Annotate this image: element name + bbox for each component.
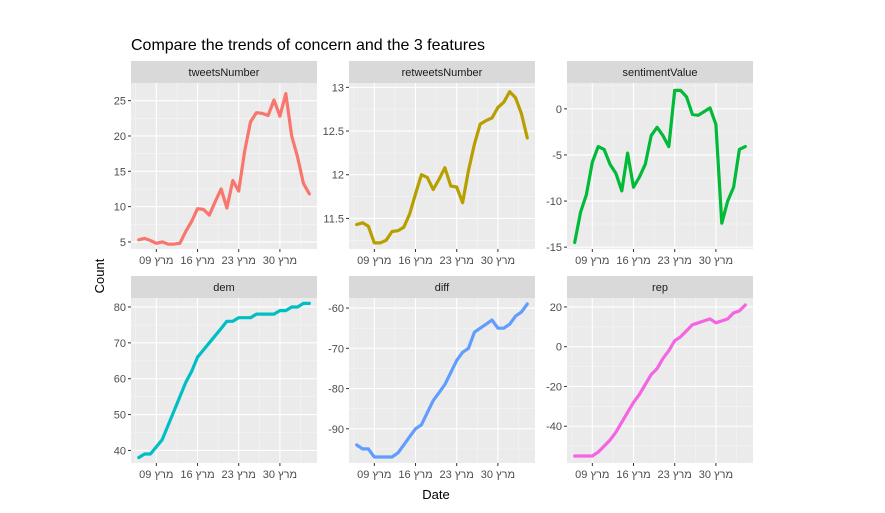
- x-tick-label: מרץ 09: [357, 255, 391, 267]
- x-tick-label: מרץ 23: [440, 469, 474, 481]
- y-tick-label: -15: [546, 242, 562, 254]
- x-tick-label: מרץ 30: [481, 469, 515, 481]
- facet-panel-rep: rep 20 0 -20 -40 מרץ 09 מרץ 16 מרץ 23 מרץ 30: [546, 276, 753, 481]
- y-tick-label: 11.5: [323, 213, 344, 225]
- facet-panel-sentimentValue: sentimentValue 0 -5 -10 -15 מרץ 09 מרץ 16 מרץ 2…: [546, 61, 753, 267]
- y-tick-label: 5: [120, 237, 126, 249]
- facet-strip-label: sentimentValue: [622, 67, 697, 79]
- x-tick-label: מרץ 30: [263, 469, 297, 481]
- series-line-retweetsNumber: [355, 90, 529, 245]
- facet-panel-tweetsNumber: tweetsNumber 5 10 15 20 25 מרץ 09 מרץ 16 מרץ 23 מ…: [114, 61, 317, 267]
- x-tick-label: מרץ 16: [398, 469, 432, 481]
- facet-strip: [131, 61, 317, 83]
- y-tick-label: 15: [114, 166, 126, 178]
- y-tick-label: -5: [552, 150, 562, 162]
- y-tick-label: 60: [114, 374, 126, 386]
- y-tick-label: 20: [114, 131, 126, 143]
- y-tick-label: -60: [328, 303, 344, 315]
- y-tick-label: 25: [114, 96, 126, 108]
- y-tick-label: 12: [332, 170, 344, 182]
- facet-strip: [567, 61, 753, 83]
- facet-strip: [349, 276, 535, 298]
- series-line-dem: [137, 301, 311, 460]
- facet-strip-label: tweetsNumber: [189, 67, 260, 79]
- facet-panel-diff: diff -60 -70 -80 -90 מרץ 09 מרץ 16 מרץ 23 מרץ 30: [328, 276, 535, 481]
- x-tick-label: מרץ 23: [658, 255, 692, 267]
- facet-strip-label: diff: [435, 282, 450, 294]
- facet-strip: [567, 276, 753, 298]
- x-tick-label: מרץ 16: [616, 469, 650, 481]
- y-tick-label: 13: [332, 82, 344, 94]
- y-tick-label: -90: [328, 424, 344, 436]
- y-tick-label: -80: [328, 384, 344, 396]
- plot-background: [131, 83, 317, 249]
- y-tick-label: -70: [328, 343, 344, 355]
- x-tick-label: מרץ 09: [139, 255, 173, 267]
- y-tick-label: 0: [556, 104, 562, 116]
- facet-panel-dem: dem 40 50 60 70 80 מרץ 09 מרץ 16 מרץ 23 מרץ 30: [114, 276, 317, 481]
- x-tick-label: מרץ 09: [575, 469, 609, 481]
- series-line-sentimentValue: [573, 88, 747, 245]
- y-tick-label: 50: [114, 410, 126, 422]
- chart-title: Compare the trends of concern and the 3 …: [131, 37, 485, 54]
- x-tick-label: מרץ 09: [357, 469, 391, 481]
- x-tick-label: מרץ 23: [222, 255, 256, 267]
- x-tick-label: מרץ 16: [180, 255, 214, 267]
- y-tick-label: -10: [546, 196, 562, 208]
- x-tick-label: מרץ 16: [180, 469, 214, 481]
- x-tick-label: מרץ 23: [440, 255, 474, 267]
- y-tick-label: -40: [546, 421, 562, 433]
- x-tick-label: מרץ 09: [575, 255, 609, 267]
- facet-strip-label: dem: [213, 282, 234, 294]
- facet-panel-retweetsNumber: retweetsNumber 11.5 12 12.5 13 מרץ 09 מרץ 16 מר…: [323, 61, 535, 267]
- plot-background: [349, 83, 535, 249]
- y-tick-label: 10: [114, 202, 126, 214]
- y-axis-title: Count: [92, 258, 107, 293]
- plot-background: [349, 298, 535, 463]
- x-tick-label: מרץ 23: [658, 469, 692, 481]
- x-tick-label: מרץ 16: [616, 255, 650, 267]
- x-tick-label: מרץ 30: [481, 255, 515, 267]
- x-tick-label: מרץ 16: [398, 255, 432, 267]
- y-tick-label: -20: [546, 381, 562, 393]
- y-tick-label: 12.5: [323, 126, 344, 138]
- x-tick-label: מרץ 23: [222, 469, 256, 481]
- facet-panels: tweetsNumber 5 10 15 20 25 מרץ 09 מרץ 16 מרץ 23 מ…: [114, 61, 753, 481]
- y-tick-label: 80: [114, 302, 126, 314]
- y-tick-label: 0: [556, 342, 562, 354]
- y-tick-label: 40: [114, 445, 126, 457]
- facet-strip: [349, 61, 535, 83]
- plot-background: [567, 298, 753, 463]
- x-tick-label: מרץ 30: [263, 255, 297, 267]
- facet-strip-label: retweetsNumber: [402, 67, 483, 79]
- x-axis-title: Date: [422, 487, 449, 502]
- series-line-rep: [573, 303, 747, 458]
- series-line-tweetsNumber: [137, 91, 311, 246]
- series-line-diff: [355, 302, 529, 459]
- facet-strip: [131, 276, 317, 298]
- y-tick-label: 20: [550, 302, 562, 314]
- x-tick-label: מרץ 09: [139, 469, 173, 481]
- x-tick-label: מרץ 30: [699, 255, 733, 267]
- facet-strip-label: rep: [652, 282, 668, 294]
- x-tick-label: מרץ 30: [699, 469, 733, 481]
- y-tick-label: 70: [114, 338, 126, 350]
